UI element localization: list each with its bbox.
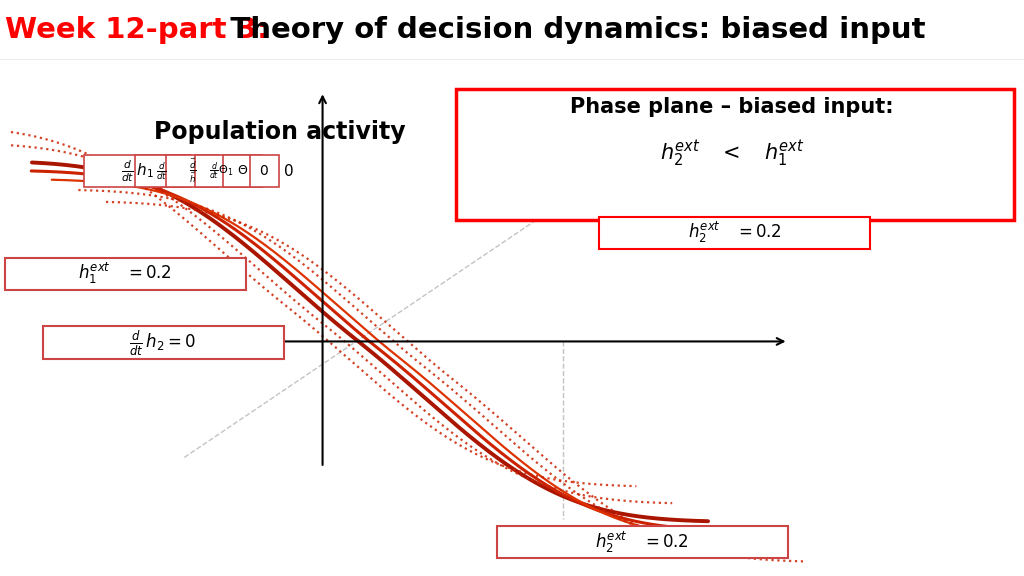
Text: $h_1^{ext}$   $= 0.2$: $h_1^{ext}$ $= 0.2$ (78, 262, 172, 286)
Text: $\frac{d}{dt}\,h_2 = 0$: $\frac{d}{dt}\,h_2 = 0$ (129, 328, 197, 358)
FancyBboxPatch shape (84, 155, 191, 187)
Text: $0$: $0$ (259, 164, 269, 178)
Text: Population activity: Population activity (154, 120, 406, 144)
Text: Theory of decision dynamics: biased input: Theory of decision dynamics: biased inpu… (200, 16, 925, 44)
FancyBboxPatch shape (195, 155, 248, 187)
Text: $h_2^{ext}$   $= 0.2$: $h_2^{ext}$ $= 0.2$ (687, 220, 781, 245)
Text: Week 12-part 3:: Week 12-part 3: (5, 16, 268, 44)
FancyBboxPatch shape (599, 217, 870, 249)
FancyBboxPatch shape (497, 526, 788, 558)
FancyBboxPatch shape (5, 258, 246, 290)
Text: $\Theta$: $\Theta$ (238, 164, 248, 177)
Text: Phase plane – biased input:: Phase plane – biased input: (570, 97, 894, 116)
Text: $\frac{d}{dt}\,h_1$: $\frac{d}{dt}\,h_1$ (121, 158, 154, 184)
FancyBboxPatch shape (250, 155, 279, 187)
Text: $\frac{d}{dt}$: $\frac{d}{dt}$ (157, 160, 167, 182)
FancyBboxPatch shape (456, 89, 1014, 220)
FancyBboxPatch shape (223, 155, 262, 187)
Text: $h_2^{ext}$   $<$   $h_1^{ext}$: $h_2^{ext}$ $<$ $h_1^{ext}$ (659, 138, 805, 169)
FancyBboxPatch shape (166, 155, 219, 187)
Text: $\frac{d}{dt}\Theta_1$: $\frac{d}{dt}\Theta_1$ (209, 160, 233, 181)
FancyBboxPatch shape (43, 326, 284, 359)
FancyBboxPatch shape (135, 155, 188, 187)
Text: $0$: $0$ (284, 163, 294, 179)
Text: $h_2^{ext}$   $= 0.2$: $h_2^{ext}$ $= 0.2$ (595, 529, 689, 555)
Text: $\frac{\vec{d}}{\vec{h}}$: $\frac{\vec{d}}{\vec{h}}$ (188, 157, 197, 185)
